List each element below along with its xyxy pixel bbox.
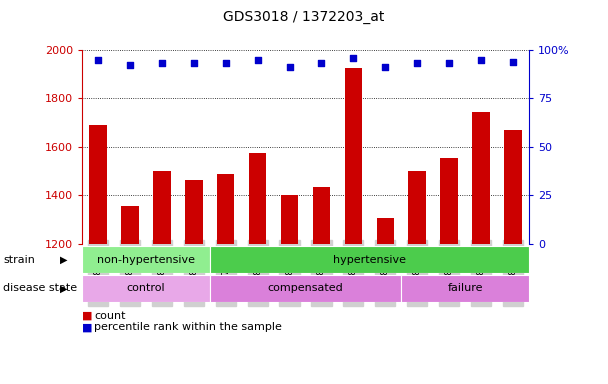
- Text: strain: strain: [3, 255, 35, 265]
- Point: [253, 56, 263, 63]
- Bar: [504, 130, 522, 244]
- Text: GDS3018 / 1372203_at: GDS3018 / 1372203_at: [223, 10, 385, 23]
- Text: failure: failure: [447, 283, 483, 293]
- Point: [93, 56, 103, 63]
- Bar: [313, 187, 330, 244]
- Bar: [210, 275, 401, 302]
- Text: ▶: ▶: [60, 283, 67, 293]
- Text: ■: ■: [82, 322, 92, 332]
- Point: [508, 58, 518, 65]
- Bar: [217, 174, 235, 244]
- Point: [348, 55, 358, 61]
- Bar: [345, 68, 362, 244]
- Point: [412, 60, 422, 66]
- Text: ▶: ▶: [60, 255, 67, 265]
- Point: [444, 60, 454, 66]
- Bar: [472, 112, 490, 244]
- Bar: [82, 275, 210, 302]
- Point: [476, 56, 486, 63]
- Bar: [121, 206, 139, 244]
- Text: ■: ■: [82, 311, 92, 321]
- Text: control: control: [126, 283, 165, 293]
- Bar: [401, 275, 529, 302]
- Point: [157, 60, 167, 66]
- Bar: [185, 180, 202, 244]
- Text: hypertensive: hypertensive: [333, 255, 406, 265]
- Point: [317, 60, 326, 66]
- Text: non-hypertensive: non-hypertensive: [97, 255, 195, 265]
- Text: count: count: [94, 311, 126, 321]
- Bar: [153, 171, 171, 244]
- Point: [189, 60, 199, 66]
- Bar: [376, 218, 394, 244]
- Bar: [210, 246, 529, 273]
- Text: compensated: compensated: [268, 283, 344, 293]
- Text: percentile rank within the sample: percentile rank within the sample: [94, 322, 282, 332]
- Point: [381, 64, 390, 70]
- Bar: [440, 158, 458, 244]
- Point: [125, 62, 135, 68]
- Bar: [249, 153, 266, 244]
- Bar: [409, 171, 426, 244]
- Bar: [82, 246, 210, 273]
- Bar: [89, 125, 107, 244]
- Text: disease state: disease state: [3, 283, 77, 293]
- Point: [285, 64, 294, 70]
- Bar: [281, 195, 299, 244]
- Point: [221, 60, 230, 66]
